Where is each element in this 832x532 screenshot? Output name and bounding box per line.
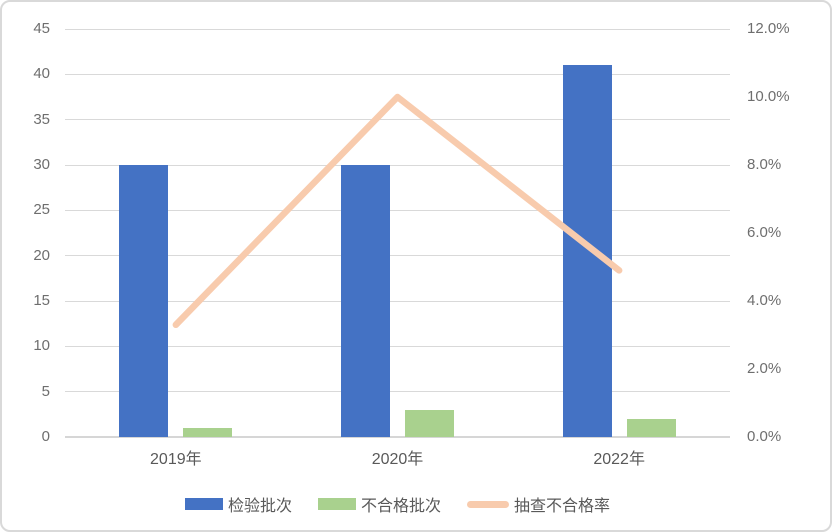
y-axis-left-tick-label: 35 [33,110,50,128]
gridline [65,345,730,347]
legend-swatch-icon [317,498,356,510]
gridline [65,391,730,393]
y-axis-left-tick-label: 30 [33,156,50,173]
legend-item-inspection-batches: 检验批次 [184,492,292,516]
legend-item-failed-batches: 不合格批次 [317,492,441,516]
y-axis-right-tick-label: 10.0% [747,88,790,105]
x-axis-category-label: 2022年 [593,451,645,468]
plot-area [65,28,730,438]
y-axis-left-tick-label: 10 [33,337,50,355]
y-axis-right: 0.0% 2.0% 4.0% 6.0% 8.0% 10.0% 12.0% [747,20,827,445]
y-axis-right-tick-label: 6.0% [747,224,782,241]
y-axis-right-tick-label: 12.0% [747,20,790,37]
legend-line-icon [467,500,509,508]
x-axis-category-label: 2020年 [371,451,424,468]
legend-label: 不合格批次 [360,498,441,515]
bar-inspection-batches [119,165,169,437]
bar-failed-batches [626,418,676,437]
bar-inspection-batches [562,65,612,437]
legend-label: 抽查不合格率 [514,498,611,515]
legend-label: 检验批次 [227,498,292,515]
y-axis-left-tick-label: 40 [33,65,50,83]
y-axis-left-tick-label: 25 [33,201,50,219]
gridline [65,119,730,121]
y-axis-left-tick-label: 45 [33,20,50,37]
y-axis-left-tick-label: 20 [33,246,50,264]
bar-failed-batches [183,427,233,437]
y-axis-right-tick-label: 4.0% [747,292,782,309]
y-axis-left-tick-label: 5 [41,382,50,400]
legend: 检验批次 不合格批次 抽查不合格率 [65,492,730,516]
x-axis-category-label: 2019年 [150,451,202,468]
gridline [65,73,730,75]
legend-swatch-icon [184,498,223,510]
y-axis-left: 0 5 10 15 20 25 30 35 40 45 [2,20,50,445]
y-axis-left-tick-label: 0 [41,428,50,445]
bar-failed-batches [405,409,454,437]
x-axis: 2019年 2020年 2022年 [65,449,730,471]
x-axis-line [65,436,730,438]
y-axis-left-tick-label: 15 [33,292,50,309]
bar-inspection-batches [341,165,390,437]
y-axis-right-tick-label: 2.0% [747,360,782,377]
y-axis-right-tick-label: 0.0% [747,428,782,445]
gridline [65,28,730,30]
legend-item-failure-rate: 抽查不合格率 [467,492,610,516]
y-axis-right-tick-label: 8.0% [747,156,782,173]
